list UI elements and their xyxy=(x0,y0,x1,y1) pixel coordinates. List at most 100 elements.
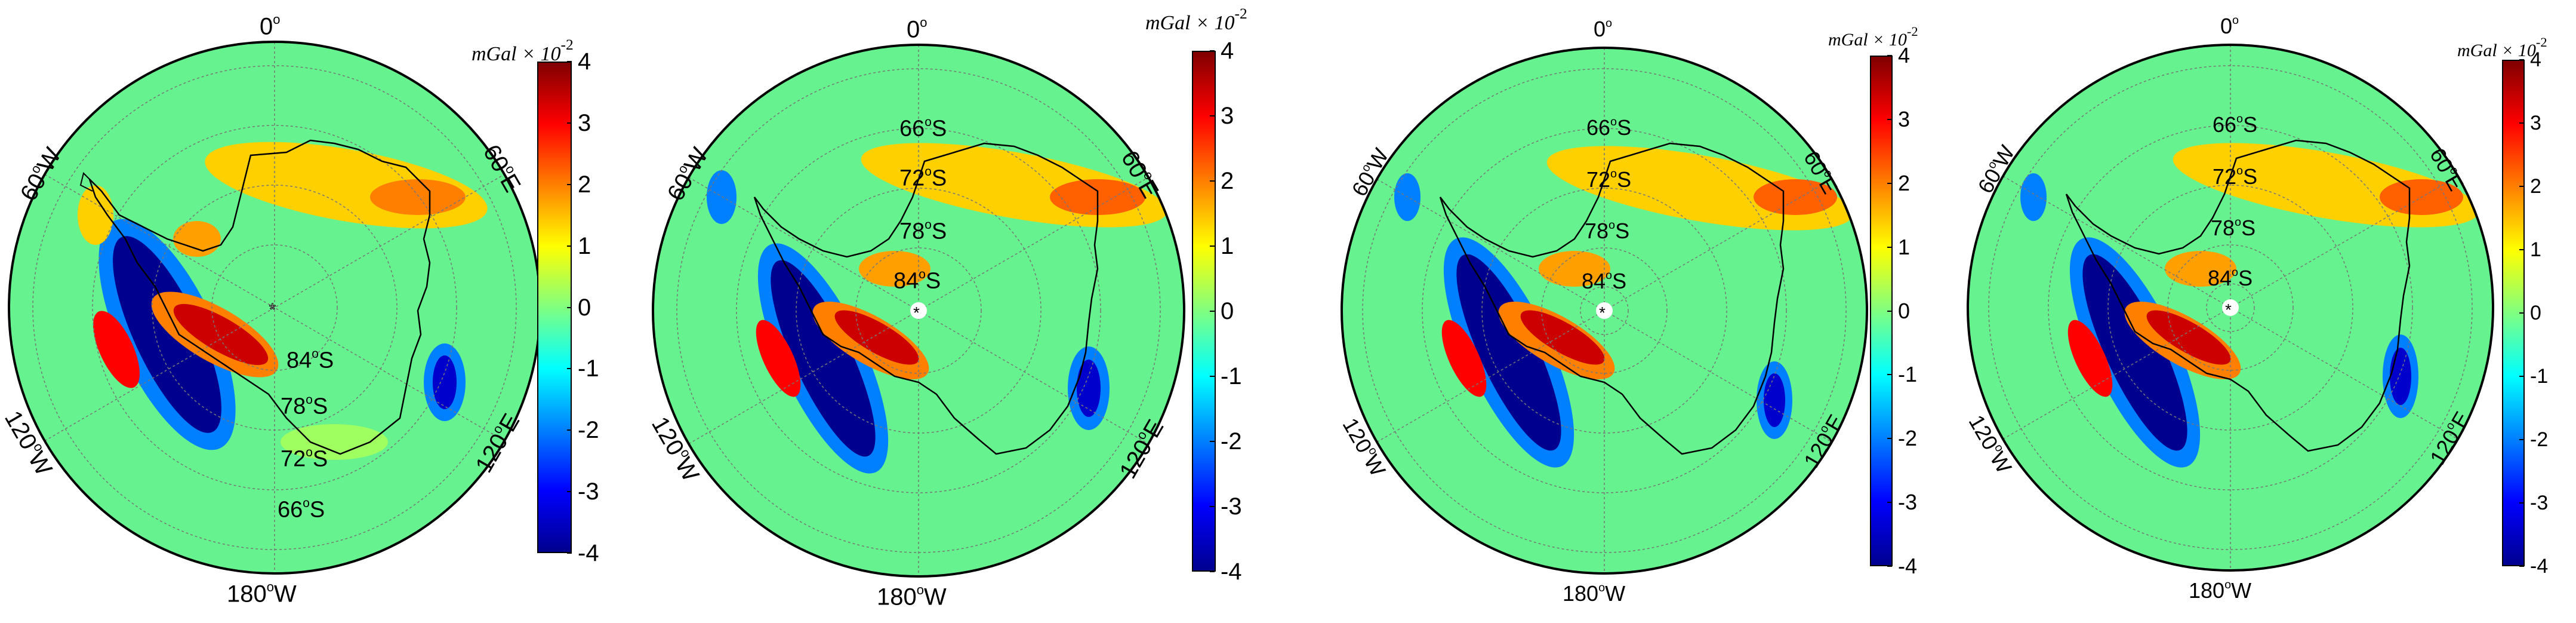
colorbar-tick-mark xyxy=(1210,311,1215,312)
lat-label-1-a: 84oS xyxy=(286,347,334,373)
south-pole-marker-4: * xyxy=(2225,300,2232,319)
lon-label-top-1: 0o xyxy=(260,12,281,40)
pole-circle-4 xyxy=(2222,299,2239,316)
colorbar-tick-mark xyxy=(567,306,572,308)
pole-circle-2 xyxy=(910,302,927,319)
colorbar-tick-label: 3 xyxy=(1221,103,1234,129)
colorbar-tick-mark xyxy=(567,553,572,554)
colorbar-tick-label: -3 xyxy=(1898,490,1918,515)
map-boundary-3 xyxy=(1341,47,1868,575)
colorbar-tick-mark xyxy=(1887,118,1892,120)
colorbar-unit-2: mGal × 10-2 xyxy=(1145,5,1247,34)
lat-label-1-b: 78oS xyxy=(281,393,328,419)
colorbar-tick-label: 0 xyxy=(1221,298,1234,324)
colorbar-tick-mark xyxy=(1887,310,1892,312)
colorbar-tick-label: 3 xyxy=(1898,106,1911,131)
colorbar-tick-mark xyxy=(567,368,572,370)
colorbar-tick-label: 0 xyxy=(2530,302,2541,324)
colorbar-tick-label: 2 xyxy=(578,171,591,198)
colorbar-tick-mark xyxy=(1210,50,1215,51)
colorbar-tick-label: 4 xyxy=(578,48,591,75)
colorbar-tick-label: 4 xyxy=(2530,48,2541,71)
graticule-2 xyxy=(676,45,1161,576)
coastline-3 xyxy=(1439,142,1785,455)
colorbar-unit-1: mGal × 10-2 xyxy=(472,36,574,65)
colorbar-tick-label: -1 xyxy=(2530,365,2549,388)
colorbar-tick-mark xyxy=(1210,245,1215,247)
lat-label-2-c: 78oS xyxy=(899,218,947,244)
colorbar-tick-label: -3 xyxy=(1221,493,1242,520)
gravity-field-4 xyxy=(1968,45,2493,570)
colorbar-tick-mark xyxy=(1887,55,1892,56)
colorbar-tick-label: 3 xyxy=(578,109,591,136)
colorbar-tick-mark xyxy=(1210,115,1215,116)
lon-label-bottom-3: 180oW xyxy=(1563,581,1626,606)
colorbar-tick-mark xyxy=(1887,182,1892,184)
colorbar-unit-4: mGal × 10-2 xyxy=(2457,35,2547,60)
lon-label-bottom-1: 180oW xyxy=(227,579,297,607)
colorbar-tick-label: -2 xyxy=(2530,428,2549,451)
lat-label-3-c: 78oS xyxy=(1585,218,1630,243)
coastline-2 xyxy=(753,142,1099,455)
colorbar-tick-label: 2 xyxy=(1221,168,1234,194)
colorbar-tick-mark xyxy=(2519,312,2524,314)
lat-label-3-a: 66oS xyxy=(1586,115,1632,140)
colorbar-tick-mark xyxy=(567,491,572,493)
south-pole-marker-3: * xyxy=(1599,303,1606,322)
coastline-1 xyxy=(88,139,431,455)
colorbar-tick-mark xyxy=(1210,376,1215,377)
lat-label-3-d: 84oS xyxy=(1582,268,1627,293)
polar-map-4: * xyxy=(1967,44,2494,572)
graticule-1 xyxy=(32,42,517,573)
map-panel-3: * 0o 180oW 60oW 120oW 60oE 120oE 66oS 72… xyxy=(1288,0,1932,623)
lat-label-2-b: 72oS xyxy=(899,165,947,191)
polar-map-2: * xyxy=(652,44,1185,578)
map-boundary-2 xyxy=(652,44,1185,578)
colorbar-tick-label: -2 xyxy=(1221,428,1242,455)
colorbar-tick-mark xyxy=(567,183,572,185)
colorbar-tick-mark xyxy=(1887,502,1892,504)
colorbar-tick-label: 4 xyxy=(1898,43,1911,67)
lat-label-3-b: 72oS xyxy=(1586,167,1632,192)
peninsula-1 xyxy=(79,172,93,192)
colorbar-tick-label: 1 xyxy=(578,232,591,259)
colorbar-tick-label: -3 xyxy=(578,478,599,505)
lon-label-bottom-4: 180oW xyxy=(2189,578,2252,603)
colorbar-2 xyxy=(1192,51,1216,572)
colorbar-tick-mark xyxy=(567,122,572,124)
colorbar-tick-mark xyxy=(567,245,572,247)
colorbar-tick-label: 3 xyxy=(2530,112,2541,134)
colorbar-tick-mark xyxy=(2519,186,2524,187)
colorbar-tick-mark xyxy=(2519,566,2524,567)
colorbar-tick-mark xyxy=(2519,249,2524,250)
lon-label-bottom-2: 180oW xyxy=(877,582,947,610)
colorbar-tick-mark xyxy=(2519,122,2524,124)
colorbar-tick-label: 1 xyxy=(1898,234,1911,259)
map-panel-2: * 0o 180oW 60oW 120oW 60oE 120oE 66oS 72… xyxy=(644,0,1288,623)
lat-label-4-c: 78oS xyxy=(2211,215,2256,240)
polar-map-3: * xyxy=(1341,47,1868,575)
polar-map-1: * xyxy=(8,41,541,575)
colorbar-unit-3: mGal × 10-2 xyxy=(1828,24,1918,50)
colorbar-tick-label: -2 xyxy=(578,417,599,444)
pole-circle-3 xyxy=(1596,302,1613,319)
coastline-4 xyxy=(2065,139,2411,452)
colorbar-tick-label: -3 xyxy=(2530,492,2549,514)
lat-label-4-a: 66oS xyxy=(2213,112,2258,137)
map-panel-1: * 0o 180oW 60oW 120oW 60oE 120oE 84oS 78… xyxy=(0,0,644,623)
lat-label-4-b: 72oS xyxy=(2213,164,2258,189)
colorbar-tick-mark xyxy=(1887,438,1892,440)
lon-label-top-3: 0o xyxy=(1594,16,1613,41)
lat-label-1-d: 66oS xyxy=(278,496,325,523)
colorbar-tick-label: 4 xyxy=(1221,38,1234,64)
lat-label-2-a: 66oS xyxy=(899,115,947,142)
lon-label-top-4: 0o xyxy=(2220,13,2239,38)
colorbar-tick-mark xyxy=(1210,180,1215,182)
colorbar-tick-mark xyxy=(1887,246,1892,248)
south-pole-marker-1: * xyxy=(269,300,276,318)
colorbar-tick-label: -4 xyxy=(1898,554,1918,578)
colorbar-tick-label: 2 xyxy=(2530,175,2541,198)
colorbar-tick-label: -4 xyxy=(2530,555,2549,578)
map-panel-4: * 0o 180oW 60oW 120oW 60oE 120oE 66oS 72… xyxy=(1932,0,2576,623)
lon-label-top-2: 0o xyxy=(907,15,928,43)
